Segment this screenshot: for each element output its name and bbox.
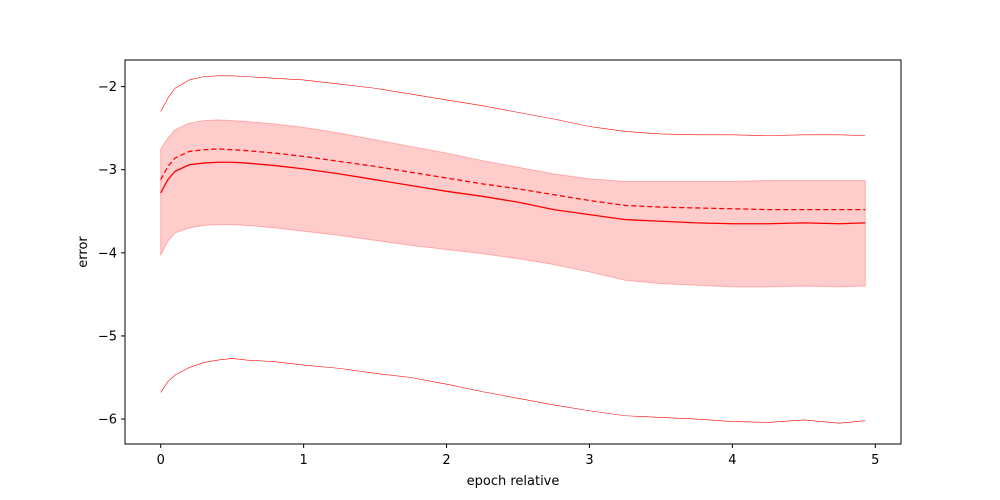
y-tick-label: −2 bbox=[98, 80, 117, 95]
y-tick-label: −3 bbox=[98, 163, 117, 178]
x-tick-label: 5 bbox=[871, 453, 879, 468]
x-axis-label: epoch relative bbox=[467, 474, 560, 489]
axes-frame bbox=[124, 59, 902, 445]
y-axis: −2 −3 −4 −5 −6 bbox=[98, 80, 125, 428]
series-upper-bound-line bbox=[160, 75, 866, 136]
series-lower-bound-line bbox=[160, 358, 866, 424]
x-tick-label: 4 bbox=[728, 453, 736, 468]
x-tick-label: 1 bbox=[299, 453, 307, 468]
y-tick-label: −6 bbox=[98, 413, 117, 428]
series-mean-line bbox=[160, 161, 866, 225]
y-tick-label: −5 bbox=[98, 329, 117, 344]
series-dashed-line bbox=[160, 148, 866, 211]
plot-area bbox=[160, 75, 866, 424]
y-axis-label: error bbox=[76, 236, 91, 268]
x-tick-label: 0 bbox=[157, 453, 165, 468]
confidence-band bbox=[160, 119, 866, 288]
y-tick-label: −4 bbox=[98, 246, 117, 261]
x-tick-label: 2 bbox=[442, 453, 450, 468]
x-axis: 0 1 2 3 4 5 bbox=[157, 444, 879, 468]
x-tick-label: 3 bbox=[585, 453, 593, 468]
